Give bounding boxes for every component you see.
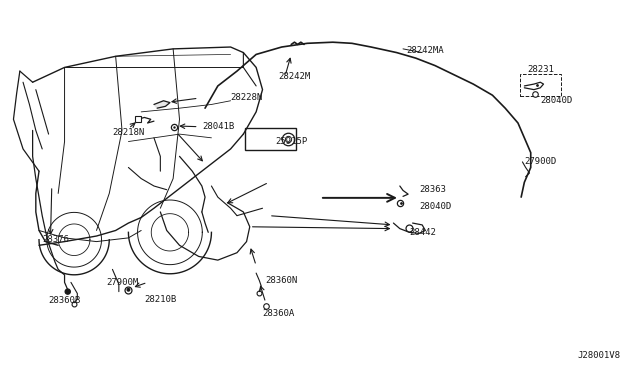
Polygon shape: [65, 289, 70, 294]
FancyBboxPatch shape: [245, 128, 296, 150]
Text: 28360N: 28360N: [266, 276, 298, 285]
Text: 27900M: 27900M: [106, 278, 138, 287]
Text: 27900D: 27900D: [524, 157, 557, 166]
Text: 28218N: 28218N: [112, 128, 145, 137]
Text: 28231: 28231: [527, 65, 554, 74]
Text: 28376: 28376: [42, 235, 69, 244]
Text: 28360B: 28360B: [49, 296, 81, 305]
Text: 28041B: 28041B: [202, 122, 234, 131]
Text: 28242M: 28242M: [278, 72, 311, 81]
Text: 28442: 28442: [410, 228, 436, 237]
Polygon shape: [127, 289, 130, 291]
Text: 28210B: 28210B: [145, 295, 177, 304]
Polygon shape: [154, 101, 170, 108]
Text: 28040D: 28040D: [540, 96, 573, 105]
Text: J28001V8: J28001V8: [577, 351, 620, 360]
Text: 28040D: 28040D: [419, 202, 451, 211]
Text: 25915P: 25915P: [275, 137, 308, 146]
Text: 28363: 28363: [419, 185, 446, 194]
Text: 28228N: 28228N: [230, 93, 263, 102]
Text: 28360A: 28360A: [262, 310, 295, 318]
Text: 28242MA: 28242MA: [406, 46, 444, 55]
